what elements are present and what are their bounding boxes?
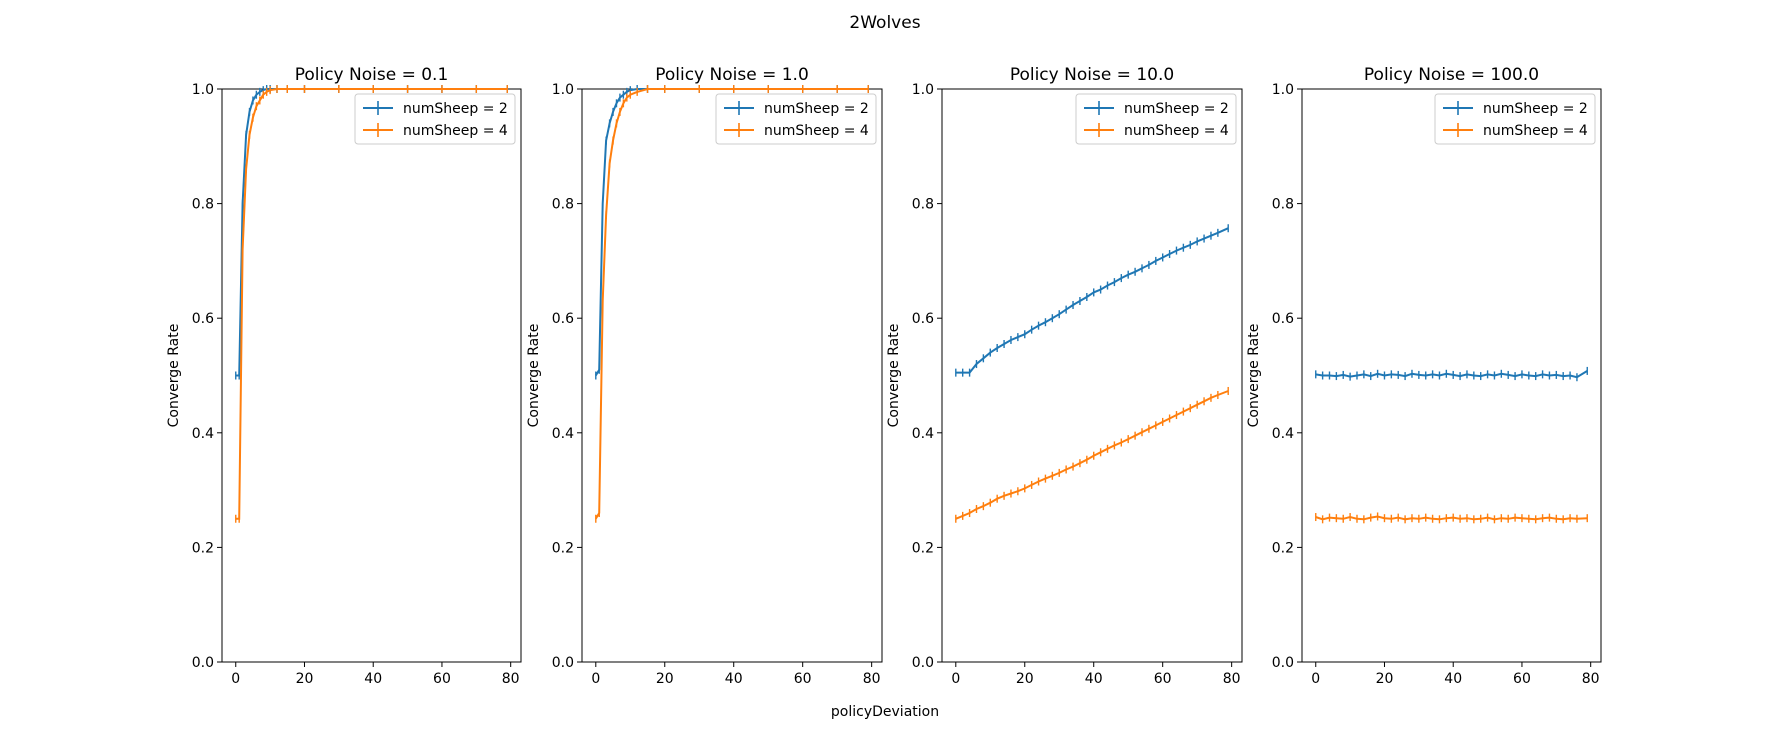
y-tick-label: 0.8 [912,197,934,213]
x-tick-label: 80 [1582,671,1600,687]
series-line-1 [955,227,1229,374]
legend-label-2: numSheep = 4 [1483,123,1588,139]
series-line-2 [1315,515,1588,521]
y-tick-label: 0.0 [552,655,574,671]
x-tick-label: 0 [1311,671,1320,687]
panel-title: Policy Noise = 10.0 [1010,65,1174,85]
legend-box [1434,93,1596,145]
x-tick-label: 60 [1513,671,1531,687]
x-tick-label: 60 [433,671,451,687]
x-tick-label: 20 [296,671,314,687]
x-tick-label: 0 [591,671,600,687]
series-line-1 [1315,370,1588,379]
panel-title: Policy Noise = 1.0 [655,65,809,85]
legend-box [715,93,877,145]
x-tick-label: 60 [794,671,812,687]
y-tick-label: 0.2 [912,540,934,556]
x-tick-label: 20 [1016,671,1034,687]
panel-title: Policy Noise = 100.0 [1364,65,1539,85]
plot-frame [221,88,522,663]
y-tick-label: 0.2 [1272,540,1294,556]
y-tick-label: 0.6 [192,311,214,327]
y-tick-label: 0.2 [552,540,574,556]
x-tick-label: 80 [502,671,520,687]
plot-frame [941,88,1243,663]
y-tick-label: 1.0 [552,82,574,98]
y-tick-label: 0.2 [192,540,214,556]
x-tick-label: 0 [951,671,960,687]
y-tick-label: 0.6 [912,311,934,327]
y-tick-label: 0.8 [192,197,214,213]
y-axis-label: Converge Rate [526,324,542,428]
legend-label-2: numSheep = 4 [764,123,869,139]
legend-box [1075,93,1237,145]
x-tick-label: 40 [364,671,382,687]
y-tick-label: 1.0 [912,82,934,98]
legend-label-2: numSheep = 4 [1124,123,1229,139]
x-tick-label: 40 [725,671,743,687]
panel-title: Policy Noise = 0.1 [295,65,449,85]
plot-frame [1301,88,1602,663]
y-tick-label: 0.0 [1272,655,1294,671]
legend-box [354,93,516,145]
figure-suptitle: 2Wolves [849,13,920,33]
y-tick-label: 0.4 [912,426,934,442]
legend-label-1: numSheep = 2 [1124,101,1229,117]
legend-label-1: numSheep = 2 [764,101,869,117]
legend-label-2: numSheep = 4 [403,123,508,139]
panel-1: Policy Noise = 0.1 Converge Rate 0.0 0.2 0.4… [166,65,522,687]
y-tick-label: 0.6 [552,311,574,327]
figure-xlabel: policyDeviation [831,704,939,720]
y-tick-label: 0.6 [1272,311,1294,327]
x-tick-label: 20 [656,671,674,687]
legend-label-1: numSheep = 2 [1483,101,1588,117]
y-tick-label: 0.0 [192,655,214,671]
y-tick-label: 0.8 [552,197,574,213]
plot-frame [581,88,883,663]
y-tick-label: 0.4 [552,426,574,442]
series-line-2 [594,88,869,520]
x-tick-label: 0 [231,671,240,687]
y-tick-label: 1.0 [192,82,214,98]
y-tick-label: 1.0 [1272,82,1294,98]
y-tick-label: 0.4 [192,426,214,442]
y-tick-label: 0.0 [912,655,934,671]
legend-label-1: numSheep = 2 [403,101,508,117]
x-tick-label: 60 [1154,671,1172,687]
y-axis-label: Converge Rate [166,324,182,428]
series-line-2 [235,88,508,520]
panel-4: Policy Noise = 100.0 Converge Rate 0.0 0.2 0… [1246,65,1602,687]
x-tick-label: 40 [1444,671,1462,687]
x-tick-label: 20 [1376,671,1394,687]
y-axis-label: Converge Rate [886,324,902,428]
y-tick-label: 0.4 [1272,426,1294,442]
y-tick-label: 0.8 [1272,197,1294,213]
x-tick-label: 80 [863,671,881,687]
panel-2: Policy Noise = 1.0 Converge Rate 0.0 0.2 0.4… [526,65,883,687]
x-tick-label: 40 [1085,671,1103,687]
panel-3: Policy Noise = 10.0 Converge Rate 0.0 0.2 0.… [886,65,1243,687]
panels-group: Policy Noise = 0.1 Converge Rate 0.0 0.2 0.4… [166,65,1602,687]
y-axis-label: Converge Rate [1246,324,1262,428]
series-line-2 [955,390,1229,520]
x-tick-label: 80 [1223,671,1241,687]
